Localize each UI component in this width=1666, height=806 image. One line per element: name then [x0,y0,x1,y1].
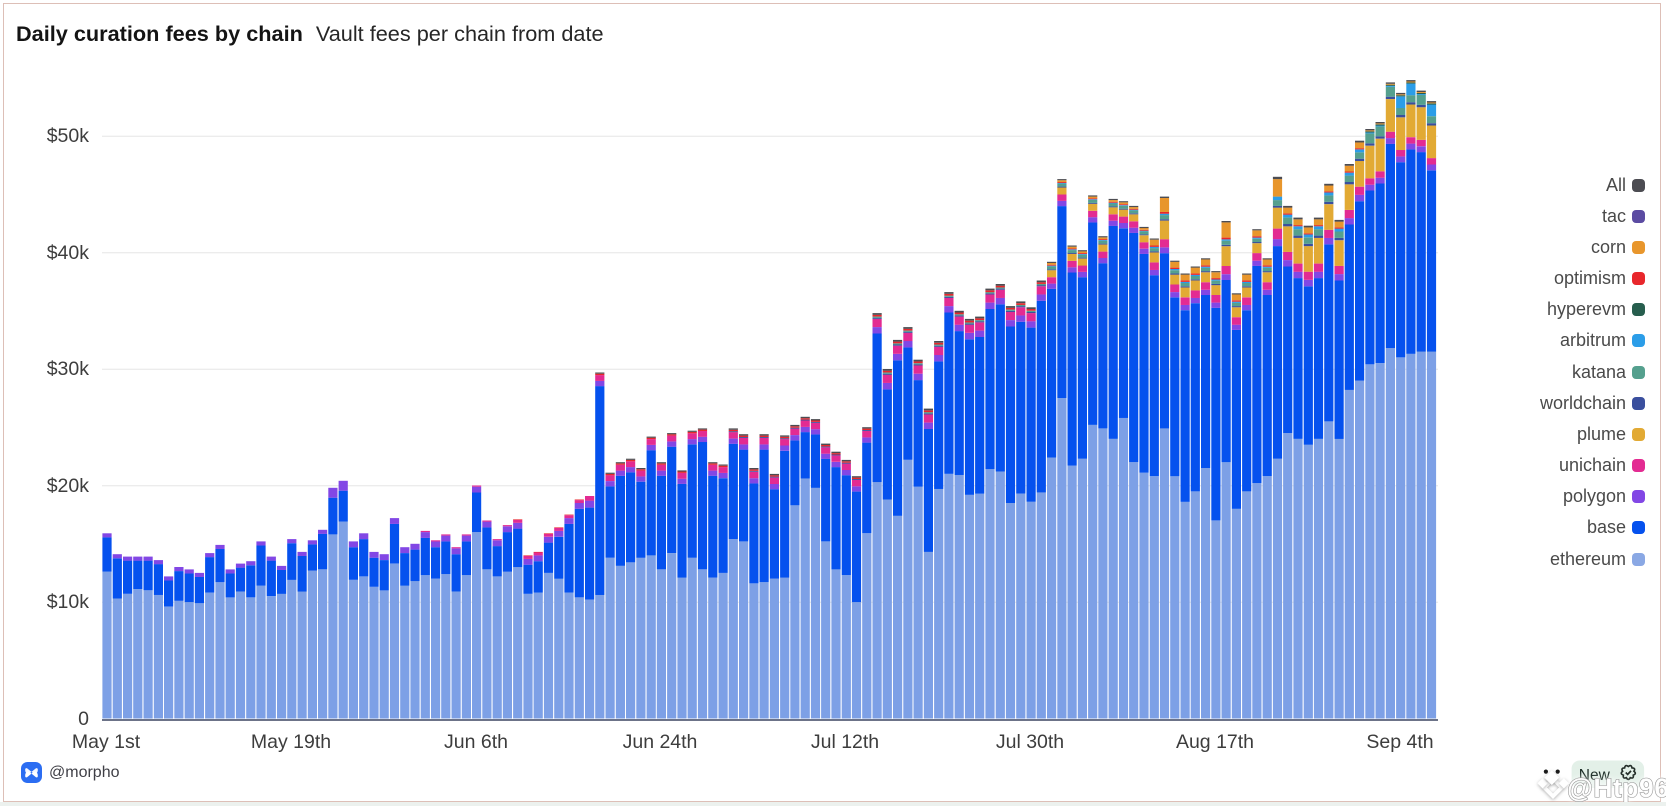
svg-text:New: New [1579,767,1611,784]
svg-text:@Htp96: @Htp96 [1567,773,1666,803]
